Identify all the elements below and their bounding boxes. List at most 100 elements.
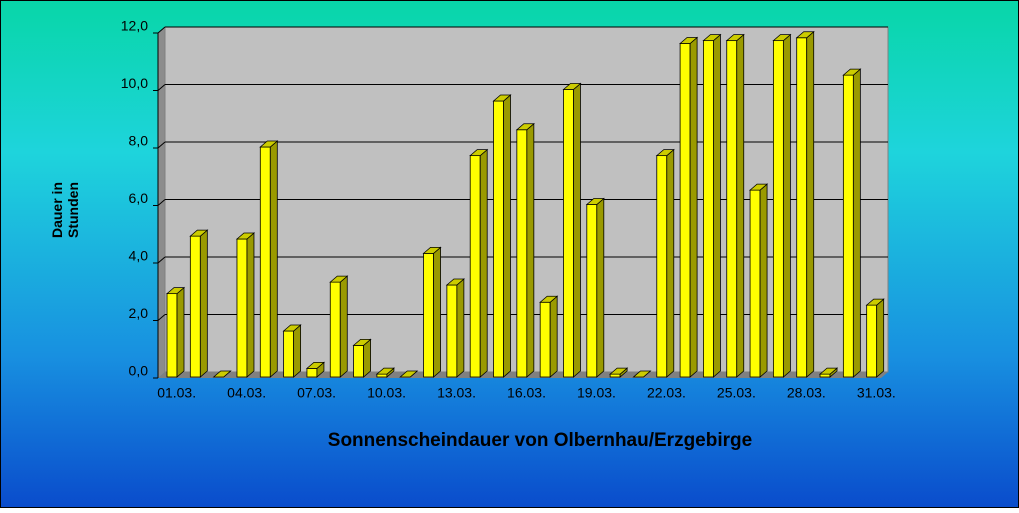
bar (329, 275, 349, 378)
bar-top (259, 140, 279, 148)
grid-line (157, 84, 166, 91)
bar-top (585, 198, 605, 205)
bar-front (563, 89, 574, 378)
bar (259, 140, 279, 378)
bar (632, 370, 652, 378)
bar-top (748, 183, 769, 191)
x-tick-label: 25.03. (717, 385, 756, 401)
y-axis-label-line: Stunden (65, 182, 81, 238)
x-tick-label: 10.03. (367, 385, 406, 401)
y-tick-label: 6,0 (129, 190, 149, 206)
bar-front (236, 238, 248, 378)
bar (725, 33, 745, 378)
bar-side (339, 275, 348, 378)
bar-side (666, 148, 675, 378)
bar (492, 94, 512, 378)
bar-front (866, 304, 878, 378)
bar-top (375, 367, 395, 375)
y-tick-label: 2,0 (129, 305, 149, 321)
y-tick-label: 12,0 (121, 18, 148, 34)
x-tick-label: 28.03. (787, 385, 826, 401)
bar (282, 324, 302, 378)
bar-top (772, 34, 792, 42)
bar-front (703, 40, 714, 378)
bar-top (515, 123, 535, 131)
bar-top (352, 338, 372, 346)
bar-side (503, 94, 511, 378)
bar (609, 367, 629, 378)
bar-top (679, 37, 699, 44)
bar-side (876, 298, 885, 378)
bar (585, 197, 605, 378)
bar-top (865, 298, 885, 306)
bar (748, 183, 769, 378)
bar-top (795, 31, 815, 39)
bar-top (609, 367, 629, 375)
x-tick-label: 04.03. (227, 385, 266, 401)
bar-top (725, 34, 745, 42)
bar-front (586, 204, 598, 378)
bar-side (176, 286, 185, 378)
bar-front (283, 330, 295, 378)
x-tick-label: 13.03. (437, 385, 476, 401)
bar-front (306, 367, 318, 378)
bar (562, 82, 582, 378)
grid-line (157, 26, 166, 34)
bar-side (479, 148, 488, 378)
x-tick-label: 16.03. (507, 385, 546, 401)
bar (212, 370, 232, 378)
bar-side (596, 197, 605, 378)
bar-front (726, 40, 738, 378)
bar (772, 33, 792, 378)
grid-line (157, 314, 166, 321)
bar (445, 278, 465, 378)
x-tick-label: 07.03. (297, 385, 336, 401)
bar-front (376, 373, 388, 378)
bar-top (562, 83, 582, 90)
bar-top (842, 68, 862, 76)
bar-front (446, 284, 458, 378)
bar-front (819, 373, 831, 378)
bar-top (189, 229, 209, 237)
bar-top (329, 275, 349, 283)
bar-top (212, 370, 232, 378)
bar-front (516, 129, 528, 378)
bar (679, 36, 699, 378)
y-axis-label: Dauer inStunden (49, 182, 81, 238)
bar (422, 246, 442, 378)
bar (235, 232, 256, 378)
bar (165, 286, 186, 378)
bar-top (702, 34, 722, 42)
y-tick-label: 10,0 (121, 75, 148, 91)
bar-side (549, 295, 558, 378)
y-tick-label: 4,0 (129, 248, 149, 264)
bar (539, 295, 559, 378)
bar-side (199, 229, 208, 378)
bar-front (189, 235, 201, 378)
bar-top (399, 370, 419, 378)
bar-top (632, 370, 652, 378)
bar-front (259, 146, 271, 378)
bar-side (759, 183, 768, 378)
bar-side (293, 324, 302, 378)
bar-top (165, 287, 186, 295)
chart-title: Sonnenscheindauer von Olbernhau/Erzgebir… (328, 430, 752, 451)
bar-front (329, 281, 341, 378)
bar-front (749, 189, 761, 378)
bar-front (423, 252, 434, 378)
bar (655, 148, 675, 378)
bar-front (539, 301, 551, 378)
bar (305, 361, 326, 378)
y-axis-label-line: Dauer in (49, 182, 65, 238)
bar-top (282, 324, 302, 332)
bar-front (166, 293, 178, 378)
bar-side (456, 278, 465, 378)
bar (865, 298, 885, 378)
bar-front (353, 344, 364, 378)
bar-side (852, 68, 861, 378)
y-tick-label: 8,0 (129, 133, 149, 149)
bar-front (842, 74, 854, 378)
x-tick-label: 31.03. (857, 385, 896, 401)
bar-side (713, 33, 721, 378)
